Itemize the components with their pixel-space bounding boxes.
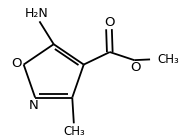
Text: CH₃: CH₃ (157, 53, 179, 66)
Text: H₂N: H₂N (25, 7, 48, 20)
Text: N: N (29, 99, 38, 112)
Text: CH₃: CH₃ (63, 125, 85, 138)
Text: O: O (131, 61, 141, 74)
Text: O: O (11, 57, 22, 70)
Text: O: O (105, 16, 115, 29)
